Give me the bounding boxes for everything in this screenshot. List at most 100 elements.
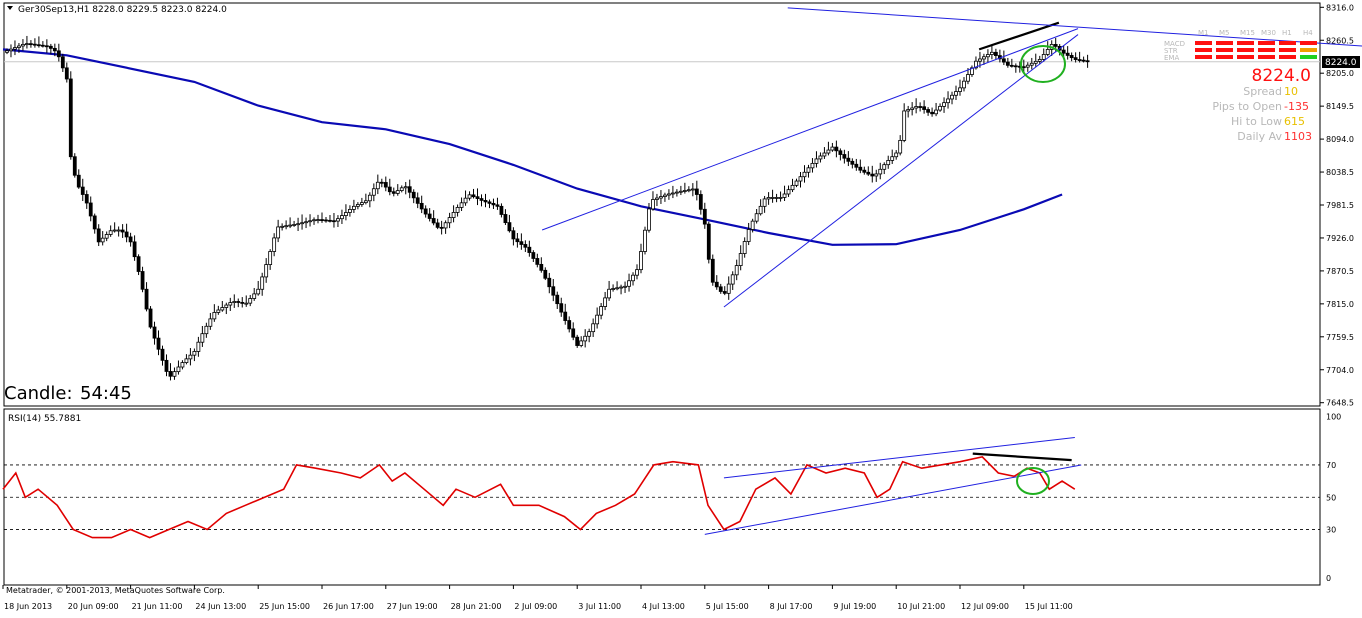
y-tick-label: 8149.5: [1326, 102, 1354, 111]
y-tick-label: 8038.5: [1326, 168, 1354, 177]
candle-body: [579, 340, 584, 346]
candle-body: [288, 224, 293, 227]
candle-body: [599, 306, 604, 316]
collapse-arrow-icon[interactable]: [7, 6, 13, 10]
candle-body: [663, 194, 667, 197]
candle-body: [571, 328, 576, 338]
candle-body: [320, 219, 324, 221]
candle-body: [918, 106, 923, 108]
x-tick-label: 4 Jul 13:00: [642, 602, 685, 611]
candle-body: [754, 213, 759, 222]
candle-body: [718, 286, 723, 292]
candle-body: [284, 225, 289, 228]
candle-body: [216, 309, 221, 313]
candle-body: [774, 197, 779, 199]
candle-body: [838, 150, 843, 155]
x-tick-label: 5 Jul 15:00: [706, 602, 749, 611]
candle-body: [379, 181, 384, 184]
candle-body: [268, 251, 273, 265]
candle-body: [607, 288, 611, 299]
timeframe-label: M1: [1198, 29, 1209, 37]
candle-body: [1077, 59, 1082, 61]
candle-body: [112, 229, 117, 232]
signal-bar: [1279, 41, 1296, 45]
candle-body: [938, 105, 942, 111]
candle-body: [336, 218, 340, 222]
candle-body: [671, 192, 675, 195]
candle-body: [882, 164, 887, 170]
candle-body: [826, 149, 831, 154]
candle-body: [726, 283, 731, 294]
x-tick-label: 21 Jun 11:00: [132, 602, 183, 611]
candle-body: [834, 146, 839, 152]
candle-body: [710, 258, 715, 283]
candle-body: [531, 252, 536, 259]
candle-body: [667, 193, 671, 196]
candle-body: [204, 325, 209, 335]
candle-body: [17, 45, 21, 48]
candle-body: [439, 226, 444, 229]
candle-body: [694, 188, 699, 195]
candle-body: [212, 312, 217, 320]
candle-body: [686, 189, 691, 192]
trendline: [978, 21, 1060, 51]
y-tick-label: 7981.5: [1326, 201, 1354, 210]
candle-body: [539, 263, 544, 271]
candle-body: [766, 197, 771, 200]
candle-body: [794, 180, 799, 186]
candle-body: [714, 281, 719, 288]
candle-body: [399, 187, 404, 191]
candle-body: [874, 173, 879, 177]
candle-body: [232, 301, 237, 303]
candle-body: [64, 67, 69, 80]
signal-bar: [1279, 55, 1296, 59]
candle-body: [595, 314, 600, 325]
candle-body: [200, 333, 205, 343]
signal-bar: [1195, 48, 1212, 52]
candle-body: [978, 58, 982, 62]
x-tick-label: 25 Jun 15:00: [259, 602, 310, 611]
candle-body: [674, 191, 679, 194]
rsi-trendline: [723, 436, 1075, 479]
signal-bar: [1300, 48, 1317, 52]
signal-bar: [1258, 55, 1275, 59]
candle-body: [535, 258, 540, 265]
stat-label: Spread: [1243, 85, 1282, 98]
candle-body: [124, 231, 129, 238]
y-tick-label: 8260.5: [1326, 36, 1354, 45]
candle-body: [962, 80, 966, 89]
candle-body: [395, 190, 400, 194]
candle-body: [1065, 52, 1070, 56]
candle-body: [639, 251, 643, 271]
candle-body: [575, 336, 580, 346]
candle-body: [878, 168, 883, 175]
candle-body: [383, 182, 388, 188]
candle-body: [894, 152, 899, 158]
signal-bar: [1195, 41, 1212, 45]
x-tick-label: 18 Jun 2013: [4, 602, 52, 611]
candle-body: [866, 171, 871, 175]
candle-body: [479, 198, 484, 201]
candle-body: [659, 196, 663, 199]
candle-body: [96, 228, 101, 243]
signal-bar: [1195, 55, 1212, 59]
y-tick-label: 7648.5: [1326, 399, 1354, 408]
candle-body: [563, 311, 568, 321]
candle-body: [92, 215, 97, 230]
x-tick-label: 20 Jun 09:00: [68, 602, 119, 611]
rsi-header: RSI(14) 55.7881: [8, 414, 81, 424]
candle-body: [982, 56, 986, 60]
candle-body: [750, 220, 755, 230]
candle-body: [104, 234, 109, 239]
candle-body: [435, 222, 440, 228]
moving-average-line: [2, 48, 1063, 246]
candle-body: [647, 208, 651, 231]
candle-body: [934, 109, 938, 115]
candle-body: [9, 48, 13, 52]
signal-bar: [1258, 48, 1275, 52]
timeframe-label: H4: [1303, 29, 1313, 37]
candle-body: [447, 217, 452, 224]
candle-body: [810, 162, 815, 169]
candle-body: [690, 188, 695, 191]
candle-body: [818, 155, 823, 160]
